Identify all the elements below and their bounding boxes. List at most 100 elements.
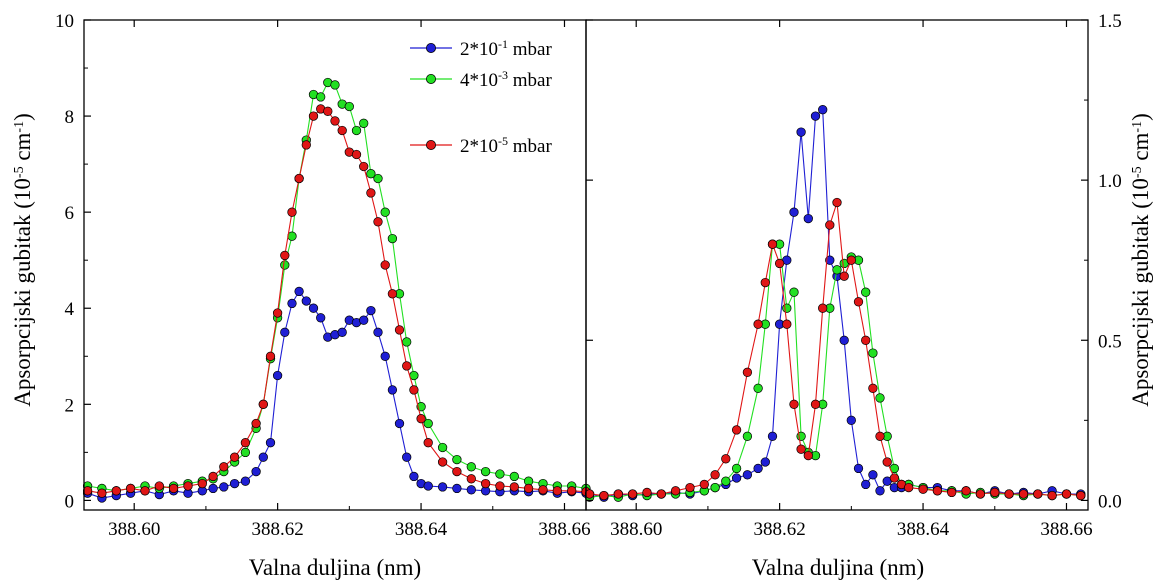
left-series-2-point bbox=[240, 447, 251, 458]
left-series-3-point bbox=[552, 486, 562, 496]
right-series-2-point bbox=[789, 287, 799, 297]
left-series-1-point bbox=[437, 482, 448, 492]
left-series-3-point bbox=[272, 308, 283, 318]
left-x-tick-label: 388.62 bbox=[252, 519, 304, 540]
left-series-3-point bbox=[251, 418, 261, 429]
left-series-1-point bbox=[366, 305, 376, 316]
right-series-3-point bbox=[947, 487, 957, 498]
legend: 2*10-1 mbar 4*10-3 mbar 2*10-5 mbar bbox=[410, 37, 552, 157]
left-series-2-point bbox=[423, 418, 433, 429]
right-series-3-point bbox=[882, 457, 892, 467]
left-series-3-point bbox=[452, 466, 462, 477]
right-series-3-point bbox=[889, 473, 900, 483]
right-series-3-point bbox=[782, 319, 792, 329]
left-series-3-point bbox=[111, 486, 121, 496]
left-series-1-point bbox=[402, 452, 412, 462]
right-series-3-point bbox=[774, 258, 785, 269]
right-series-2-point bbox=[742, 431, 753, 441]
left-series-2-point bbox=[509, 471, 519, 482]
legend-marker-series-3 bbox=[425, 139, 436, 150]
left-series-3-point bbox=[330, 116, 340, 126]
right-series-3-point bbox=[767, 239, 778, 249]
right-series-2-point bbox=[753, 383, 763, 393]
right-ylabel-exp2: -1 bbox=[1130, 121, 1145, 133]
right-axes-layer: 388.60 388.62 388.64 388.66 0.0 0.5 1.0 1.5 bbox=[585, 11, 1122, 540]
left-ylabel-mid: cm bbox=[10, 132, 35, 166]
left-series-1-point bbox=[394, 418, 405, 429]
legend-entry-series-2: 4*10-3 mbar bbox=[410, 68, 552, 91]
left-x-axis-label: Valna duljina (nm) bbox=[249, 555, 421, 580]
left-series-3-point bbox=[509, 482, 519, 492]
left-series-1-point bbox=[409, 471, 419, 482]
left-series-1-point bbox=[251, 466, 261, 477]
legend-marker-series-2 bbox=[425, 74, 436, 85]
left-series-3-point bbox=[387, 289, 398, 299]
right-series-layer bbox=[584, 105, 1086, 502]
left-series-3-point bbox=[567, 486, 577, 496]
left-y-tick-label: 8 bbox=[65, 107, 75, 128]
right-series-2-point bbox=[731, 463, 742, 474]
right-series-3-point bbox=[875, 431, 885, 441]
right-series-3-point bbox=[1033, 489, 1043, 499]
right-series-3-point bbox=[656, 489, 666, 499]
legend-entry-series-3: 2*10-5 mbar bbox=[410, 134, 552, 157]
right-series-3-point bbox=[670, 486, 681, 496]
right-y-tick-label: 1.5 bbox=[1098, 11, 1122, 32]
right-series-3-point bbox=[627, 489, 638, 499]
right-series-1-point bbox=[846, 415, 856, 425]
left-series-2-point bbox=[330, 80, 340, 90]
left-series-1-point bbox=[301, 296, 311, 306]
right-series-3-point bbox=[825, 220, 835, 230]
right-series-1-point bbox=[875, 486, 885, 496]
left-series-3-point bbox=[416, 414, 426, 424]
left-series-3-point bbox=[402, 361, 412, 371]
left-x-tick-label: 388.66 bbox=[538, 519, 590, 540]
right-series-3-point bbox=[961, 486, 971, 496]
right-series-3-point bbox=[796, 444, 806, 454]
right-y-tick-label: 0.0 bbox=[1098, 491, 1122, 512]
left-y-tick-label: 6 bbox=[65, 203, 75, 224]
left-series-1-point bbox=[423, 481, 433, 491]
left-series-1-point bbox=[265, 438, 276, 448]
left-series-3-point bbox=[437, 457, 448, 467]
right-series-3-point bbox=[742, 367, 753, 377]
right-x-tick-label: 388.62 bbox=[754, 519, 806, 540]
left-series-2-point bbox=[351, 125, 362, 136]
right-x-axis-label: Valna duljina (nm) bbox=[752, 555, 924, 580]
left-x-tick-label: 388.64 bbox=[395, 519, 448, 540]
left-series-1-point bbox=[452, 483, 462, 494]
right-y-tick-label: 1.0 bbox=[1098, 171, 1122, 192]
left-series-2-point bbox=[480, 466, 491, 477]
left-series-3-point bbox=[538, 485, 548, 495]
left-series-2-point bbox=[316, 92, 326, 102]
right-series-3-point bbox=[853, 297, 864, 307]
left-series-2-point bbox=[280, 260, 290, 270]
right-series-3-point bbox=[1047, 490, 1057, 501]
left-series-2-point bbox=[387, 233, 398, 244]
right-series-3-point bbox=[861, 335, 871, 345]
left-series-1-point bbox=[280, 327, 290, 337]
right-series-3-point bbox=[932, 486, 943, 496]
left-series-3-point bbox=[168, 483, 179, 494]
right-series-3-point bbox=[839, 271, 849, 281]
left-series-3-point bbox=[466, 474, 476, 484]
right-series-3-point bbox=[599, 490, 609, 501]
legend-entry-series-1: 2*10-1 mbar bbox=[410, 37, 552, 60]
right-series-3-point bbox=[642, 487, 652, 498]
right-series-3-point bbox=[721, 454, 731, 464]
right-series-1-point bbox=[810, 111, 821, 121]
left-series-1-point bbox=[373, 327, 383, 337]
left-ylabel-end: ) bbox=[10, 113, 35, 121]
left-series-3-point bbox=[125, 483, 136, 494]
left-series-1-point bbox=[294, 286, 304, 297]
left-axes-layer: 388.60 388.62 388.64 388.66 0 2 4 6 8 10 bbox=[55, 11, 591, 540]
left-series-1-point bbox=[208, 483, 218, 494]
left-series-3-point bbox=[280, 250, 290, 261]
left-series-3-point bbox=[183, 481, 193, 491]
left-chart-panel: 388.60 388.62 388.64 388.66 0 2 4 6 8 10 bbox=[55, 11, 591, 540]
right-ylabel-mid: cm bbox=[1128, 132, 1153, 166]
right-series-3-point bbox=[731, 425, 742, 435]
right-ylabel-exp1: -5 bbox=[1130, 166, 1145, 178]
left-series-3-point bbox=[219, 462, 229, 472]
right-series-3-point bbox=[803, 450, 813, 461]
